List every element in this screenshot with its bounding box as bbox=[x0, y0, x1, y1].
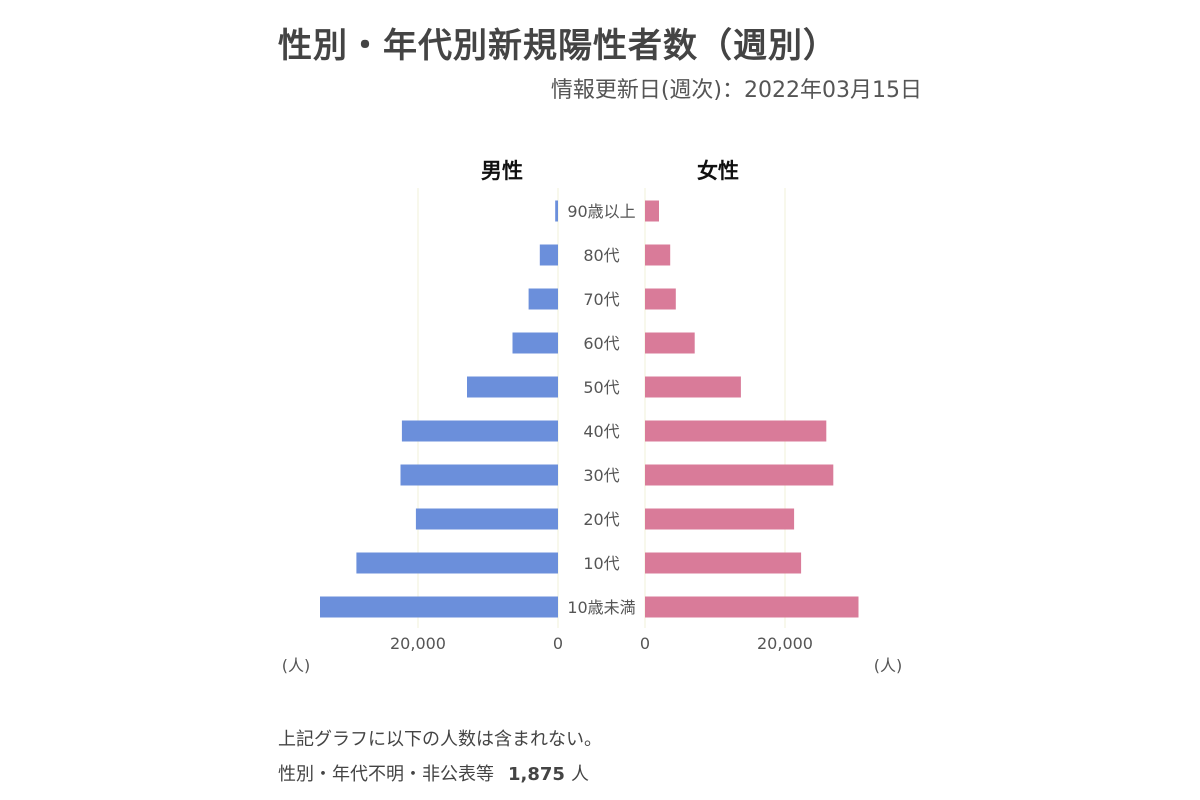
male-bar-3 bbox=[512, 332, 558, 354]
category-label-5: 40代 bbox=[583, 422, 619, 441]
male-bar-4 bbox=[467, 376, 558, 398]
pyramid-chart: 男性 女性 90歳以上 80代 70代 60代 50代 40代 30代 20代 10代 10歳未満 20… bbox=[282, 159, 903, 675]
female-bar-7 bbox=[645, 508, 795, 530]
category-label-6: 30代 bbox=[583, 466, 619, 485]
category-label-2: 70代 bbox=[583, 290, 619, 309]
female-bar-2 bbox=[645, 288, 676, 310]
female-tick-20000: 20,000 bbox=[757, 634, 813, 653]
female-bar-3 bbox=[645, 332, 695, 354]
male-bar-5 bbox=[401, 420, 558, 442]
category-label-8: 10代 bbox=[583, 554, 619, 573]
female-bar-9 bbox=[645, 596, 859, 618]
male-bar-8 bbox=[356, 552, 558, 574]
female-series-header: 女性 bbox=[697, 159, 739, 183]
exclusion-note: 上記グラフに以下の人数は含まれない。 bbox=[278, 729, 602, 750]
female-unit-label: (人) bbox=[874, 656, 903, 675]
category-label-0: 90歳以上 bbox=[567, 202, 635, 221]
female-bar-4 bbox=[645, 376, 741, 398]
male-bar-1 bbox=[539, 244, 558, 266]
unknown-unit: 人 bbox=[570, 764, 589, 785]
male-tick-0: 0 bbox=[553, 634, 563, 653]
female-bar-1 bbox=[645, 244, 671, 266]
male-series-header: 男性 bbox=[481, 159, 523, 183]
male-bar-6 bbox=[400, 464, 558, 486]
female-bar-0 bbox=[645, 200, 659, 222]
female-bar-6 bbox=[645, 464, 834, 486]
category-label-4: 50代 bbox=[583, 378, 619, 397]
male-bar-0 bbox=[555, 200, 558, 222]
category-label-7: 20代 bbox=[583, 510, 619, 529]
category-label-9: 10歳未満 bbox=[567, 598, 635, 617]
unknown-label: 性別・年代不明・非公表等 bbox=[278, 764, 494, 785]
female-tick-0: 0 bbox=[640, 634, 650, 653]
female-bar-5 bbox=[645, 420, 827, 442]
female-bar-8 bbox=[645, 552, 802, 574]
update-date: 情報更新日(週次)：2022年03月15日 bbox=[550, 78, 922, 103]
male-bar-2 bbox=[528, 288, 558, 310]
male-tick-20000: 20,000 bbox=[390, 634, 446, 653]
chart-title: 性別・年代別新規陽性者数（週別） bbox=[278, 26, 838, 66]
male-unit-label: (人) bbox=[282, 656, 311, 675]
category-label-3: 60代 bbox=[583, 334, 619, 353]
category-label-1: 80代 bbox=[583, 246, 619, 265]
male-bar-7 bbox=[415, 508, 558, 530]
unknown-count: 1,875 bbox=[508, 764, 565, 785]
male-bar-9 bbox=[320, 596, 558, 618]
unknown-count-note: 性別・年代不明・非公表等 1,875 人 bbox=[278, 760, 589, 786]
